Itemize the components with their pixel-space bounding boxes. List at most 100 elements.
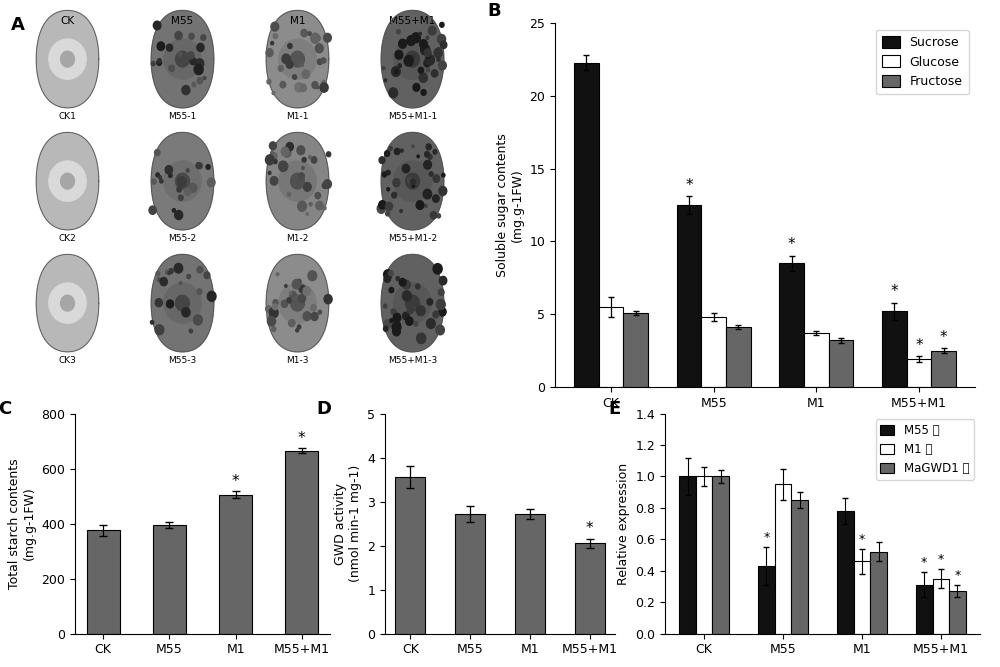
Circle shape	[297, 325, 301, 329]
Text: CK3: CK3	[59, 356, 76, 365]
Polygon shape	[151, 11, 214, 108]
Circle shape	[401, 149, 403, 152]
Circle shape	[303, 287, 311, 295]
Polygon shape	[49, 39, 86, 79]
Circle shape	[402, 164, 410, 173]
Circle shape	[197, 289, 202, 294]
Circle shape	[385, 151, 390, 156]
Circle shape	[267, 79, 271, 84]
Bar	[933, 579, 949, 634]
Text: M55-3: M55-3	[168, 356, 197, 365]
Circle shape	[395, 50, 403, 59]
Circle shape	[309, 203, 312, 206]
Bar	[455, 514, 485, 634]
Circle shape	[389, 287, 394, 293]
Circle shape	[404, 55, 413, 66]
Polygon shape	[176, 173, 189, 189]
Circle shape	[384, 304, 387, 308]
Text: *: *	[891, 284, 898, 299]
Circle shape	[384, 275, 391, 282]
Text: *: *	[298, 431, 306, 446]
Circle shape	[156, 173, 159, 177]
Circle shape	[416, 305, 425, 315]
Circle shape	[177, 187, 181, 192]
Bar	[791, 500, 808, 634]
Circle shape	[407, 307, 413, 313]
Circle shape	[280, 81, 286, 88]
Text: *: *	[921, 556, 927, 569]
Bar	[285, 451, 318, 634]
Circle shape	[155, 299, 162, 307]
Circle shape	[157, 60, 162, 65]
Circle shape	[324, 33, 331, 42]
Circle shape	[267, 316, 272, 321]
Legend: M55 量, M1 量, MaGWD1 量: M55 量, M1 量, MaGWD1 量	[876, 420, 974, 480]
Polygon shape	[291, 295, 304, 311]
Text: *: *	[954, 569, 961, 582]
Bar	[804, 333, 829, 387]
Circle shape	[293, 75, 297, 79]
Circle shape	[416, 201, 424, 209]
Circle shape	[270, 153, 277, 160]
Circle shape	[298, 201, 306, 211]
Circle shape	[395, 70, 398, 73]
Circle shape	[397, 30, 400, 34]
Circle shape	[285, 285, 287, 287]
Circle shape	[382, 67, 385, 69]
Circle shape	[299, 285, 306, 293]
Circle shape	[322, 81, 326, 85]
Circle shape	[273, 33, 278, 39]
Bar	[696, 476, 712, 634]
Circle shape	[424, 60, 430, 67]
Text: M55+M1-2: M55+M1-2	[388, 233, 437, 243]
Circle shape	[302, 70, 310, 78]
Text: M55+M1: M55+M1	[389, 16, 436, 26]
Polygon shape	[279, 39, 316, 79]
Circle shape	[207, 291, 216, 301]
Circle shape	[182, 307, 190, 317]
Bar	[87, 530, 120, 634]
Circle shape	[267, 317, 276, 326]
Circle shape	[270, 177, 278, 185]
Circle shape	[413, 83, 420, 91]
Polygon shape	[406, 173, 419, 189]
Circle shape	[399, 39, 407, 48]
Text: *: *	[788, 237, 795, 252]
Circle shape	[429, 172, 433, 176]
Circle shape	[207, 178, 215, 187]
Circle shape	[283, 149, 291, 157]
Circle shape	[289, 319, 295, 327]
Circle shape	[286, 143, 293, 151]
Text: M55-2: M55-2	[168, 233, 197, 243]
Circle shape	[169, 269, 173, 273]
Circle shape	[317, 59, 322, 65]
Circle shape	[273, 304, 278, 309]
Circle shape	[399, 51, 402, 53]
Circle shape	[266, 49, 273, 57]
Polygon shape	[36, 11, 99, 108]
Circle shape	[271, 22, 279, 31]
Circle shape	[427, 299, 433, 305]
Circle shape	[417, 155, 419, 157]
Text: *: *	[938, 553, 944, 566]
Circle shape	[201, 35, 206, 41]
Circle shape	[394, 148, 400, 155]
Polygon shape	[164, 283, 201, 323]
Circle shape	[397, 322, 400, 326]
Circle shape	[298, 294, 306, 303]
Circle shape	[413, 306, 416, 309]
Circle shape	[303, 311, 311, 321]
Circle shape	[268, 171, 271, 174]
Circle shape	[155, 325, 164, 335]
Circle shape	[417, 333, 426, 344]
Circle shape	[386, 271, 391, 276]
Polygon shape	[394, 161, 431, 201]
Circle shape	[440, 23, 444, 27]
Circle shape	[289, 291, 292, 295]
Circle shape	[278, 66, 283, 71]
Circle shape	[281, 147, 289, 156]
Circle shape	[172, 209, 175, 212]
Circle shape	[312, 81, 318, 89]
Circle shape	[169, 173, 172, 177]
Circle shape	[204, 272, 210, 279]
